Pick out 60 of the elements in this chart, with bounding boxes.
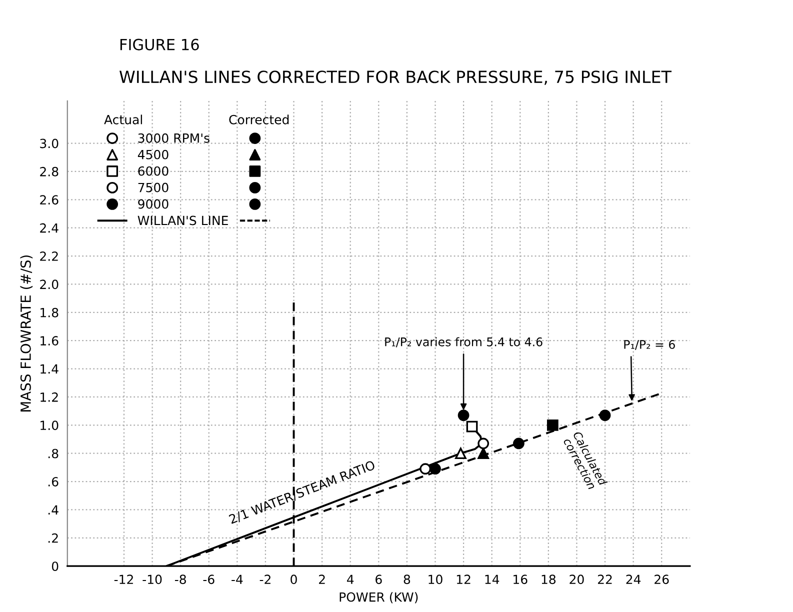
legend-label: 3000 RPM's — [138, 133, 210, 143]
y-tick-label: 2.0 — [40, 280, 58, 290]
annotation: Actual — [104, 114, 142, 124]
x-tick-label: 10 — [428, 574, 442, 584]
point — [478, 438, 490, 450]
annotation: P₁/P₂ varies from 5.4 to 4.6 — [385, 337, 542, 348]
x-tick-label: 8 — [404, 574, 410, 584]
legend-label: 7500 — [138, 182, 168, 192]
y-tick-label: 1.0 — [40, 420, 58, 430]
point — [466, 420, 478, 432]
y-tick-label: 2.2 — [40, 251, 58, 261]
point — [546, 419, 558, 431]
point — [458, 410, 470, 421]
y-tick-label: 1.2 — [40, 392, 58, 402]
x-tick-label: -2 — [260, 574, 270, 584]
annotation: Corrected — [229, 114, 289, 124]
y-tick-label: 1.8 — [40, 308, 58, 318]
x-tick-label: -8 — [174, 574, 186, 584]
x-tick-label: 6 — [376, 574, 382, 584]
x-tick-label: 26 — [654, 574, 669, 584]
y-axis-title: MASS FLOWRATE (#/S) — [20, 255, 33, 412]
x-tick-label: -12 — [114, 574, 133, 584]
y-tick-label: 1.4 — [40, 364, 58, 374]
y-tick-label: .8 — [48, 448, 58, 458]
y-tick-label: .2 — [48, 533, 58, 543]
y-tick-label: 2.8 — [40, 166, 58, 176]
legend-label: 9000 — [138, 199, 168, 209]
x-tick-label: -10 — [142, 574, 162, 584]
annotation: P₁/P₂ = 6 — [624, 340, 675, 350]
legend-label: 4500 — [138, 150, 168, 160]
legend-label: 6000 — [138, 166, 168, 176]
x-tick-label: 0 — [290, 574, 297, 584]
chart-subtitle: WILLAN'S LINES CORRECTED FOR BACK PRESSURE, 75 PSIG INLET — [120, 70, 672, 85]
y-tick-label: .4 — [48, 505, 58, 514]
y-tick-label: 0 — [52, 562, 58, 572]
point — [420, 463, 432, 475]
point — [513, 438, 524, 450]
x-tick-label: 22 — [598, 574, 612, 584]
x-tick-label: 12 — [456, 574, 470, 584]
x-tick-label: -6 — [203, 574, 214, 584]
point — [430, 463, 441, 475]
x-tick-label: 16 — [514, 574, 528, 584]
chart-title: FIGURE 16 — [120, 38, 199, 50]
x-tick-label: 18 — [542, 574, 556, 584]
x-tick-label: 2 — [319, 574, 325, 584]
y-tick-label: 3.0 — [40, 138, 58, 148]
y-tick-label: 2.6 — [40, 195, 58, 205]
x-axis-title: POWER (KW) — [340, 592, 418, 604]
x-tick-label: 24 — [626, 574, 641, 584]
x-tick-label: 14 — [485, 574, 500, 584]
point — [455, 448, 466, 460]
x-tick-label: 20 — [570, 574, 584, 584]
y-tick-label: 1.6 — [40, 336, 58, 346]
x-tick-label: -4 — [232, 574, 243, 584]
x-tick-label: 4 — [346, 574, 354, 584]
y-tick-label: 2.4 — [40, 223, 58, 233]
point — [478, 448, 490, 460]
y-tick-label: .6 — [48, 477, 58, 486]
legend-label: WILLAN'S LINE — [138, 216, 228, 226]
point — [599, 410, 611, 421]
